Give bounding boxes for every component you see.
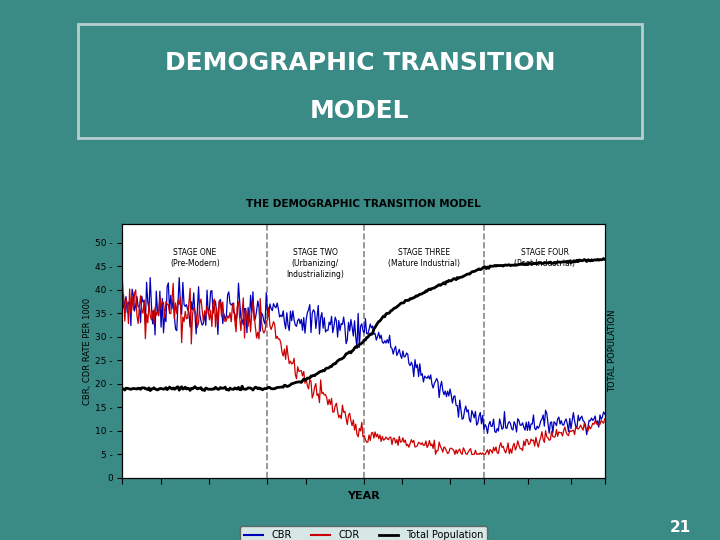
Text: MODEL: MODEL bbox=[310, 99, 410, 123]
Text: THE DEMOGRAPHIC TRANSITION MODEL: THE DEMOGRAPHIC TRANSITION MODEL bbox=[246, 199, 481, 209]
Text: STAGE ONE
(Pre-Modern): STAGE ONE (Pre-Modern) bbox=[170, 248, 220, 268]
X-axis label: YEAR: YEAR bbox=[347, 491, 380, 501]
Text: STAGE FOUR
(Post Industrial): STAGE FOUR (Post Industrial) bbox=[514, 248, 575, 268]
Text: STAGE TWO
(Urbanizing/
Industrializing): STAGE TWO (Urbanizing/ Industrializing) bbox=[287, 248, 344, 279]
Text: STAGE THREE
(Mature Industrial): STAGE THREE (Mature Industrial) bbox=[388, 248, 460, 268]
Text: DEMOGRAPHIC TRANSITION: DEMOGRAPHIC TRANSITION bbox=[165, 51, 555, 75]
Y-axis label: TOTAL POPULATION: TOTAL POPULATION bbox=[608, 310, 616, 392]
Text: 21: 21 bbox=[670, 519, 691, 535]
Y-axis label: CBR, CDR RATE PER 1000: CBR, CDR RATE PER 1000 bbox=[84, 298, 92, 404]
Legend: CBR, CDR, Total Population: CBR, CDR, Total Population bbox=[240, 526, 487, 540]
